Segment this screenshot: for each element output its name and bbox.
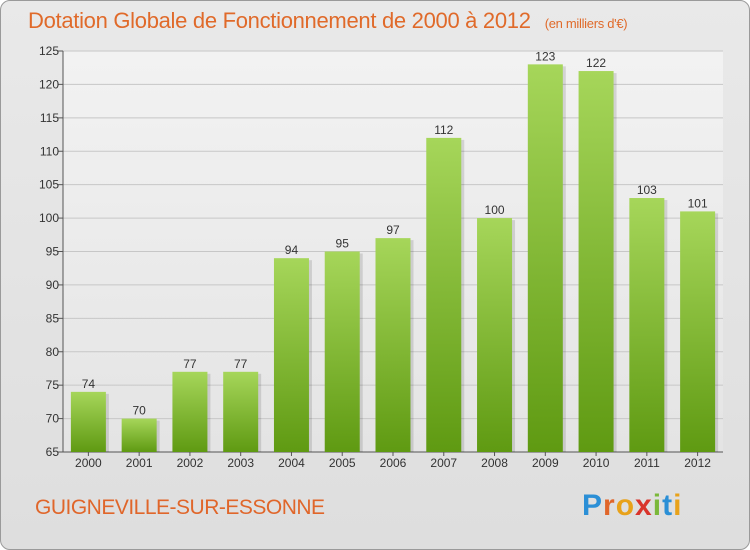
chart-title-text: Dotation Globale de Fonctionnement de 20… xyxy=(28,8,531,33)
x-tick-label: 2004 xyxy=(278,456,305,470)
x-tick-label: 2005 xyxy=(329,456,356,470)
y-tick-label: 115 xyxy=(40,111,59,125)
y-tick-label: 110 xyxy=(40,144,59,158)
x-tick-label: 2002 xyxy=(177,456,204,470)
commune-name: GUIGNEVILLE-SUR-ESSONNE xyxy=(35,496,325,519)
bar-value-label: 94 xyxy=(285,243,299,257)
x-tick-label: 2000 xyxy=(75,456,102,470)
bar xyxy=(121,418,157,452)
logo-letter: i xyxy=(652,489,663,522)
bar-value-label: 100 xyxy=(485,203,505,217)
bar xyxy=(273,258,309,452)
chart-title: Dotation Globale de Fonctionnement de 20… xyxy=(28,8,628,34)
logo-letter: i xyxy=(673,489,683,522)
y-tick-label: 95 xyxy=(46,245,60,259)
bar-value-label: 101 xyxy=(688,196,708,210)
bar xyxy=(680,211,716,452)
y-tick-label: 65 xyxy=(46,445,60,459)
proxiti-logo: Proxiti xyxy=(582,489,682,523)
x-tick-label: 2003 xyxy=(227,456,254,470)
bar-value-label: 123 xyxy=(535,49,555,63)
bar-value-label: 103 xyxy=(637,183,657,197)
logo-letter: r xyxy=(603,489,616,522)
y-tick-label: 70 xyxy=(46,412,60,426)
bar xyxy=(223,371,259,452)
chart-unit: (en milliers d'€) xyxy=(544,16,628,31)
x-tick-label: 2010 xyxy=(583,456,610,470)
bar-value-label: 70 xyxy=(132,404,146,418)
x-tick-label: 2001 xyxy=(126,456,153,470)
y-tick-label: 85 xyxy=(46,311,60,325)
y-tick-label: 90 xyxy=(46,278,60,292)
bar xyxy=(578,71,614,453)
logo-letter: x xyxy=(635,489,653,522)
x-tick-label: 2012 xyxy=(684,456,711,470)
y-tick-label: 75 xyxy=(46,378,60,392)
bar xyxy=(527,64,563,452)
y-tick-label: 120 xyxy=(39,77,59,91)
bar-value-label: 77 xyxy=(234,357,248,371)
y-tick-label: 80 xyxy=(46,345,60,359)
logo-letter: t xyxy=(662,489,674,522)
bar xyxy=(426,137,462,452)
y-tick-label: 125 xyxy=(39,44,59,58)
bar-value-label: 74 xyxy=(82,377,96,391)
x-tick-label: 2006 xyxy=(380,456,407,470)
bar-value-label: 97 xyxy=(386,223,400,237)
bar xyxy=(477,218,513,452)
y-tick-label: 100 xyxy=(39,211,59,225)
bar xyxy=(172,371,208,452)
bar-value-label: 95 xyxy=(336,237,350,251)
x-tick-label: 2007 xyxy=(430,456,457,470)
bar xyxy=(375,238,411,452)
bar-value-label: 112 xyxy=(434,123,453,137)
logo-letter: P xyxy=(582,489,604,522)
x-tick-label: 2011 xyxy=(634,456,660,470)
bar xyxy=(70,391,106,452)
bar-value-label: 77 xyxy=(183,357,197,371)
bar-value-label: 122 xyxy=(586,56,606,70)
bar xyxy=(324,251,360,452)
x-tick-label: 2008 xyxy=(481,456,508,470)
logo-letter: o xyxy=(615,489,636,522)
x-tick-label: 2009 xyxy=(532,456,559,470)
y-tick-label: 105 xyxy=(39,178,59,192)
bar xyxy=(629,198,665,452)
